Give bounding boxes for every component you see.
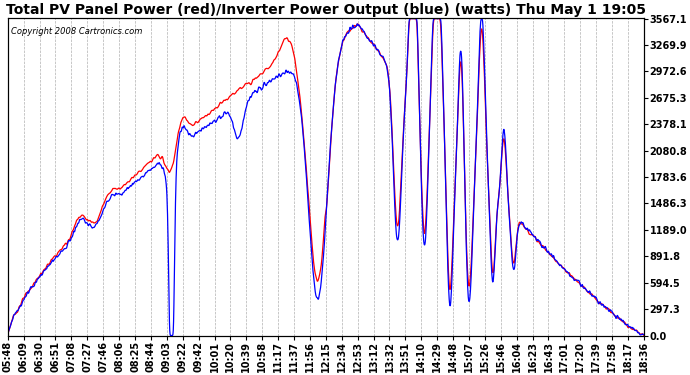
- Text: Copyright 2008 Cartronics.com: Copyright 2008 Cartronics.com: [11, 27, 142, 36]
- Title: Total PV Panel Power (red)/Inverter Power Output (blue) (watts) Thu May 1 19:05: Total PV Panel Power (red)/Inverter Powe…: [6, 3, 646, 17]
